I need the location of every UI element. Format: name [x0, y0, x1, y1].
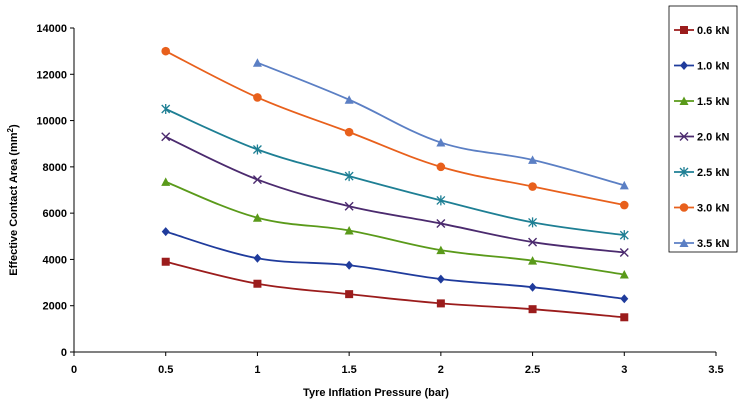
data-point — [620, 294, 629, 304]
x-tick-label: 1 — [254, 364, 260, 376]
y-tick-label: 8000 — [43, 162, 67, 174]
series-lines — [165, 50, 625, 319]
x-tick-label: 1.5 — [341, 364, 356, 376]
data-point — [253, 279, 262, 288]
legend-label: 3.5 kN — [697, 238, 729, 250]
chart-axes: 0 2000 4000 6000 8000 10000 12000 14000 0 0.5 1 1.5… — [36, 23, 723, 376]
data-point — [436, 274, 445, 284]
series-line-5 — [165, 108, 625, 237]
x-tick-label: 3 — [621, 364, 627, 376]
data-point — [345, 260, 354, 270]
data-point — [619, 180, 629, 190]
data-point — [528, 217, 538, 228]
legend-label: 2.5 kN — [697, 167, 729, 179]
data-point — [161, 104, 171, 114]
series-line-4 — [165, 135, 625, 254]
data-point — [436, 138, 446, 147]
data-point — [345, 290, 354, 299]
data-point — [436, 162, 446, 172]
y-axis-title: Effective Contact Area (mm2) — [6, 124, 21, 276]
legend: 0.6 kN 1.0 kN 1.5 kN 2.0 kN 2.5 kN 3.0 kN 3.5 … — [668, 5, 738, 253]
x-tick-label: 0 — [71, 364, 77, 376]
x-tick-label: 3.5 — [708, 364, 723, 376]
x-axis-title: Tyre Inflation Pressure (bar) — [303, 387, 449, 399]
data-point — [344, 95, 354, 104]
y-tick-label: 6000 — [43, 208, 67, 220]
data-point — [436, 195, 446, 206]
data-point — [344, 127, 354, 137]
series-line-3 — [165, 181, 625, 276]
data-point — [528, 282, 537, 292]
data-point — [436, 245, 446, 255]
data-point — [528, 237, 538, 247]
data-point — [619, 200, 629, 210]
series-line-2 — [165, 230, 625, 300]
x-tick-label: 0.5 — [158, 364, 173, 376]
series-markers — [161, 46, 629, 322]
data-point — [161, 227, 170, 237]
data-point — [253, 93, 262, 102]
data-point — [161, 177, 171, 186]
y-tick-label: 0 — [61, 347, 67, 359]
series-line-6 — [165, 50, 625, 206]
legend-swatch-marker — [679, 203, 689, 212]
legend-swatch-marker — [680, 61, 688, 70]
data-point — [252, 58, 262, 67]
y-tick-label: 12000 — [36, 69, 67, 81]
data-point — [619, 247, 629, 257]
legend-label: 2.0 kN — [697, 132, 729, 144]
data-point — [619, 230, 629, 241]
data-point — [528, 155, 538, 164]
y-tick-label: 14000 — [36, 23, 67, 35]
data-point — [161, 46, 171, 56]
legend-swatch-marker — [680, 26, 688, 34]
legend-label: 1.5 kN — [697, 96, 729, 108]
legend-swatch-marker — [679, 238, 689, 247]
data-point — [161, 132, 171, 142]
y-axis-title-end: ) — [8, 124, 20, 128]
y-axis-title-sup: 2 — [6, 127, 15, 132]
legend-swatch-marker — [679, 167, 689, 177]
data-point — [436, 299, 445, 308]
legend-swatch-marker — [679, 96, 689, 105]
data-point — [344, 171, 354, 182]
y-tick-label: 10000 — [36, 116, 67, 128]
data-point — [344, 226, 354, 235]
data-point — [528, 182, 537, 191]
data-point — [252, 213, 262, 222]
x-tick-label: 2.5 — [525, 364, 540, 376]
legend-label: 0.6 kN — [697, 25, 729, 37]
y-axis-title-main: Effective Contact Area (mm — [8, 132, 20, 275]
data-point — [161, 257, 170, 266]
y-tick-label: 4000 — [43, 254, 67, 266]
data-point — [253, 253, 262, 263]
legend-swatch-marker — [679, 132, 689, 141]
legend-frame — [668, 5, 738, 253]
data-point — [252, 175, 262, 185]
y-tick-label: 2000 — [43, 301, 67, 313]
data-point — [528, 305, 537, 314]
data-point — [436, 219, 446, 229]
data-point — [528, 256, 538, 265]
series-line-1 — [165, 260, 625, 319]
data-point — [620, 313, 629, 322]
legend-label: 1.0 kN — [697, 61, 729, 73]
x-tick-label: 2 — [438, 364, 444, 376]
legend-label: 3.0 kN — [697, 203, 729, 215]
data-point — [619, 269, 629, 279]
data-point — [344, 201, 354, 211]
data-point — [252, 144, 262, 155]
